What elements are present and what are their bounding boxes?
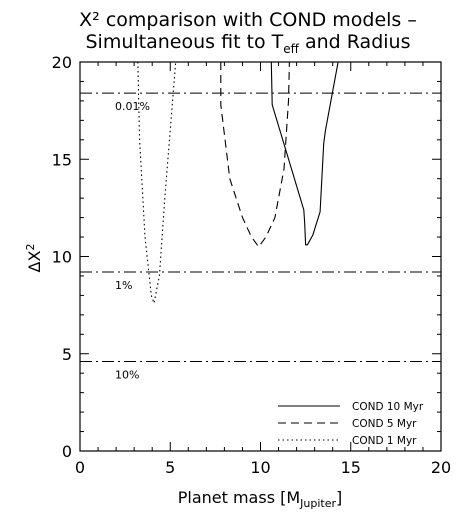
y-tick-label: 0 [62,442,72,461]
y-tick-label: 20 [52,53,72,72]
x-tick-label: 10 [250,458,270,477]
y-tick-label: 15 [52,150,72,169]
x-axis-label-sub: Jupiter [299,497,336,510]
series-line [270,61,339,246]
x-axis-label-suffix: ] [336,488,342,507]
series-line [137,61,177,306]
series-lines [137,61,339,306]
y-axis-label-prefix: ΔX [25,251,44,273]
threshold-label: 0.01% [115,100,150,113]
chart-title-line2-sub: eff [283,42,299,56]
y-axis-label: ΔX2 [24,244,44,273]
chart-title-line1: X² comparison with COND models – [79,9,417,31]
legend-label: COND 5 Myr [352,418,417,430]
legend-label: COND 1 Myr [352,435,417,447]
series-line [220,61,290,248]
legend: COND 10 Myr COND 5 Myr COND 1 Myr [278,401,424,447]
x-axis-label-prefix: Planet mass [M [178,488,300,507]
y-tick-label: 10 [52,248,72,267]
x-tick-label: 0 [75,458,85,477]
x-axis-label: Planet mass [MJupiter] [178,488,343,510]
x-tick-label: 15 [341,458,361,477]
legend-label: COND 10 Myr [352,401,424,413]
axis-ticks: 0 5 10 15 20 0 5 10 15 20 [52,53,452,477]
x-tick-label: 20 [431,458,451,477]
threshold-label: 1% [115,279,132,292]
threshold-lines: 0.01% 1% 10% [80,92,441,382]
chart-title-line2-prefix: Simultaneous fit to T [86,31,284,53]
plot-frame [79,61,442,452]
y-tick-label: 5 [62,345,72,364]
chart-title-line2: Simultaneous fit to Teff and Radius [86,31,411,56]
x-tick-label: 5 [165,458,175,477]
threshold-label: 10% [115,369,139,382]
y-axis-label-sup: 2 [24,244,37,251]
chart-title-line2-suffix: and Radius [299,31,411,53]
